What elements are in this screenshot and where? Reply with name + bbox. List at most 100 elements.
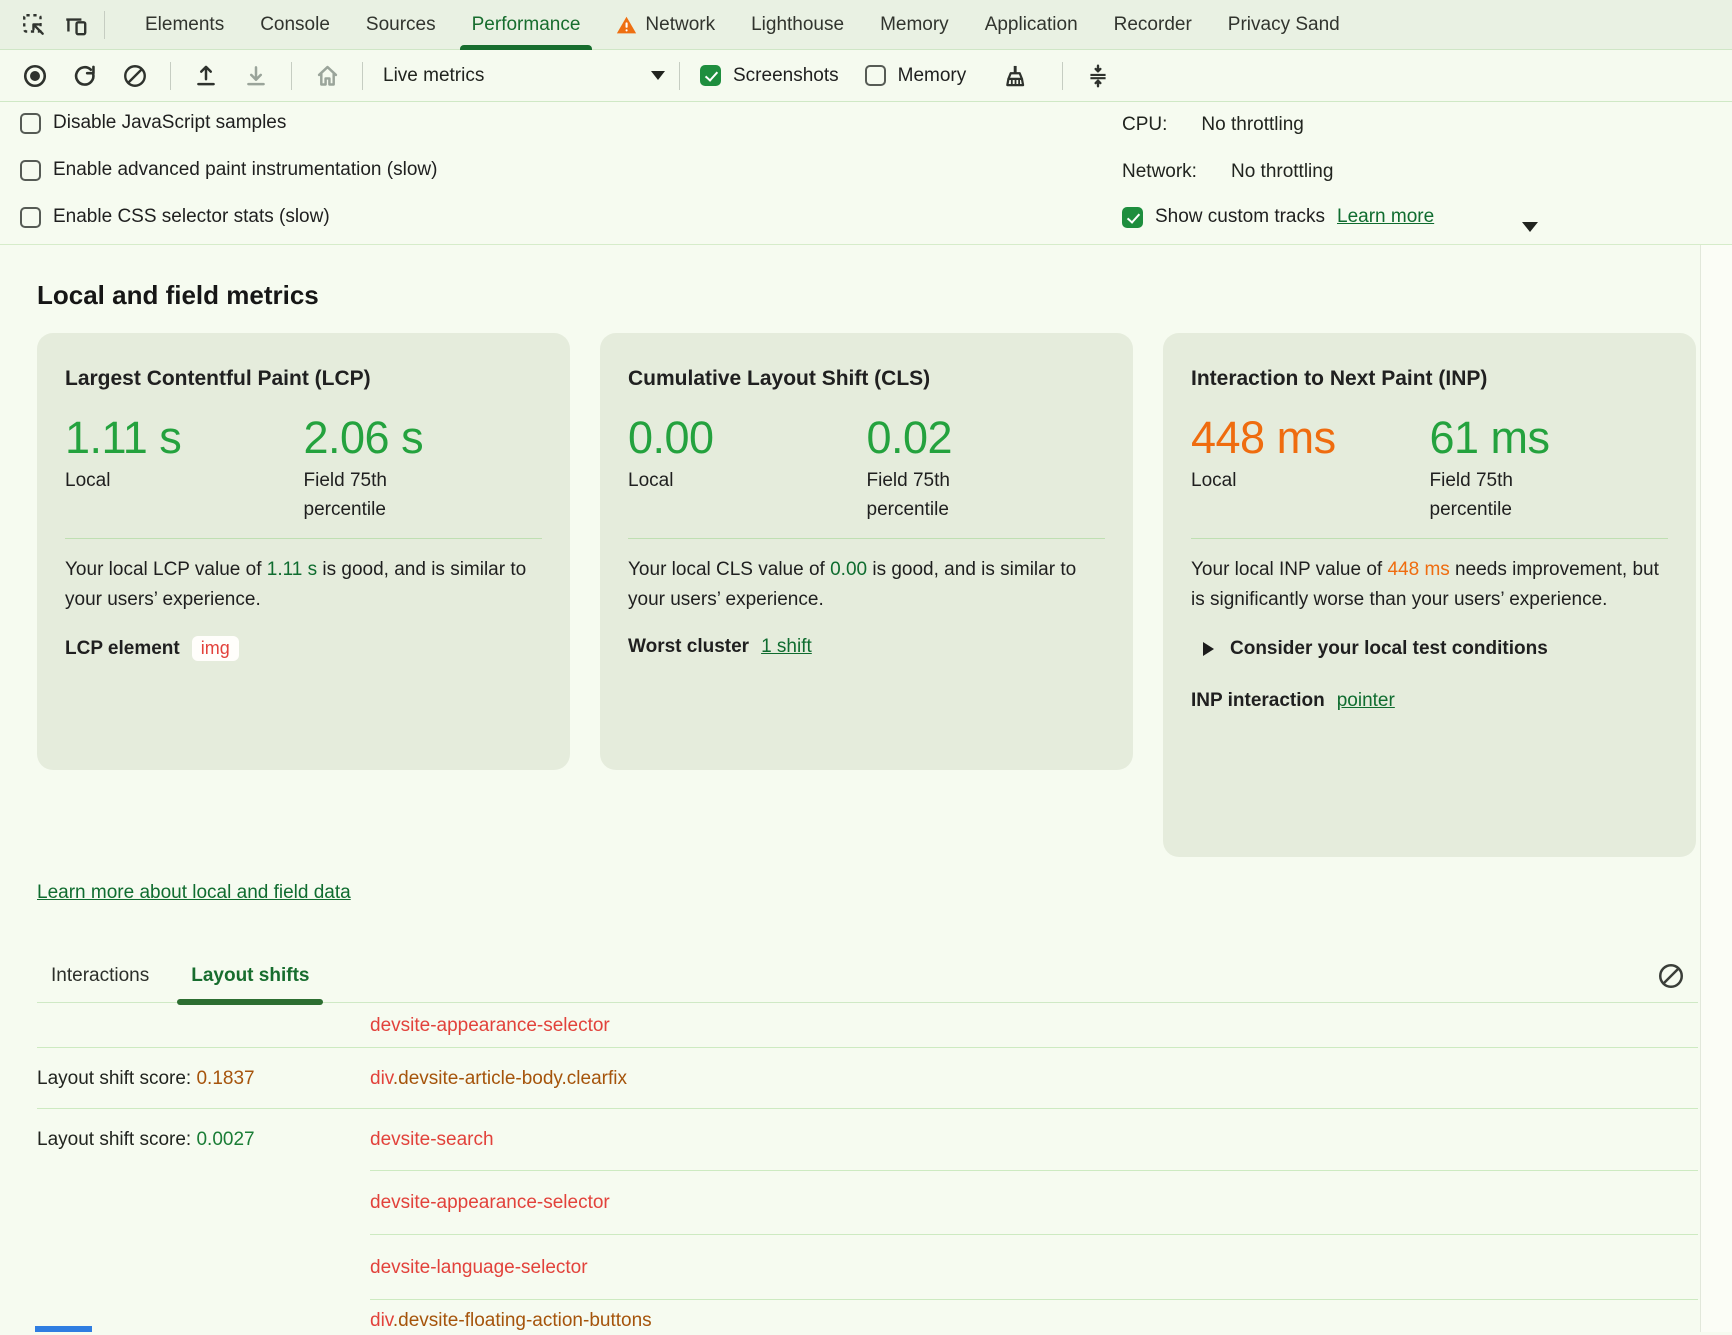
shift-score-value: 0.0027 xyxy=(196,1129,255,1150)
shift-element-link[interactable]: devsite-language-selector xyxy=(370,1256,588,1278)
gc-broom-icon[interactable] xyxy=(998,61,1028,91)
divider xyxy=(628,538,1105,540)
shifts-log-tab-strip: Interactions Layout shifts xyxy=(37,950,1698,1005)
table-row[interactable]: devsite-language-selector xyxy=(0,1235,1732,1300)
cls-description: Your local CLS value of 0.00 is good, an… xyxy=(628,559,1077,610)
divider xyxy=(104,10,105,39)
inp-card-title: Interaction to Next Paint (INP) xyxy=(1191,367,1488,390)
advanced-paint-row[interactable]: Enable advanced paint instrumentation (s… xyxy=(20,159,437,181)
lcp-element-link[interactable]: img xyxy=(191,636,239,662)
local-test-conditions-label: Consider your local test conditions xyxy=(1230,638,1548,660)
divider xyxy=(679,61,680,90)
memory-label: Memory xyxy=(897,64,967,86)
network-throttle-select[interactable]: No throttling xyxy=(1230,161,1334,182)
divider xyxy=(1062,61,1064,90)
lcp-description: Your local LCP value of 1.11 s is good, … xyxy=(65,559,527,610)
tab-privacy-sandbox[interactable]: Privacy Sand xyxy=(1227,13,1340,35)
warning-icon xyxy=(616,15,637,35)
inp-local-value: 448 ms xyxy=(1191,412,1336,463)
inp-local-label: Local xyxy=(1191,470,1237,492)
advanced-paint-label: Enable advanced paint instrumentation (s… xyxy=(53,159,438,180)
screenshots-label: Screenshots xyxy=(733,64,839,86)
metric-cards: Largest Contentful Paint (LCP) 1.11 s Lo… xyxy=(37,333,1696,857)
disable-js-samples-checkbox[interactable] xyxy=(20,112,41,134)
screenshots-checkbox[interactable] xyxy=(700,65,721,86)
custom-tracks-checkbox[interactable] xyxy=(1122,206,1143,228)
shift-element-link[interactable]: div.devsite-floating-action-buttons xyxy=(370,1310,652,1331)
disable-js-samples-row[interactable]: Disable JavaScript samples xyxy=(20,112,286,134)
shift-element-link[interactable]: devsite-search xyxy=(370,1129,494,1150)
table-row[interactable]: Layout shift score: 0.1837 div.devsite-a… xyxy=(0,1048,1732,1109)
screenshots-checkbox-row[interactable]: Screenshots xyxy=(700,65,839,87)
cls-local-label: Local xyxy=(628,470,674,492)
disable-js-samples-label: Disable JavaScript samples xyxy=(53,112,287,133)
view-select-value: Live metrics xyxy=(383,64,485,86)
tab-network[interactable]: Network xyxy=(598,0,733,49)
shift-element-link[interactable]: div.devsite-article-body.clearfix xyxy=(370,1067,627,1089)
tab-layout-shifts[interactable]: Layout shifts xyxy=(177,950,324,1005)
shift-score-value: 0.1837 xyxy=(196,1067,255,1089)
metric-card-lcp: Largest Contentful Paint (LCP) 1.11 s Lo… xyxy=(37,333,570,770)
css-selector-stats-checkbox[interactable] xyxy=(20,206,41,228)
memory-checkbox-row[interactable]: Memory xyxy=(864,64,967,87)
layout-shifts-table: devsite-appearance-selector Layout shift… xyxy=(0,1003,1732,1335)
page-title: Local and field metrics xyxy=(37,280,319,310)
css-selector-stats-row[interactable]: Enable CSS selector stats (slow) xyxy=(20,206,330,228)
metric-card-inp: Interaction to Next Paint (INP) 448 ms L… xyxy=(1163,333,1696,857)
custom-tracks-label: Show custom tracks xyxy=(1155,206,1325,227)
worst-cluster-link[interactable]: 1 shift xyxy=(761,636,812,658)
shift-element-link[interactable]: devsite-appearance-selector xyxy=(370,1192,610,1213)
tab-application[interactable]: Application xyxy=(984,13,1078,35)
worst-cluster-label: Worst cluster xyxy=(628,636,750,658)
clear-log-icon[interactable] xyxy=(1656,961,1686,991)
disclosure-triangle-icon xyxy=(1203,642,1214,657)
learn-more-local-field-link[interactable]: Learn more about local and field data xyxy=(37,882,351,903)
capture-settings: Disable JavaScript samples Enable advanc… xyxy=(0,102,1732,279)
inp-field-value: 61 ms xyxy=(1429,412,1551,463)
divider xyxy=(362,61,363,90)
tab-interactions[interactable]: Interactions xyxy=(51,965,150,986)
cpu-throttle-row: CPU: No throttling xyxy=(1122,114,1304,136)
memory-checkbox[interactable] xyxy=(864,65,886,86)
tab-sources[interactable]: Sources xyxy=(365,13,436,35)
local-test-conditions-disclosure[interactable]: Consider your local test conditions xyxy=(1203,638,1668,660)
cls-card-title: Cumulative Layout Shift (CLS) xyxy=(628,367,931,390)
tab-recorder[interactable]: Recorder xyxy=(1113,13,1192,35)
inp-field-label: Field 75th percentile xyxy=(1429,470,1513,520)
table-row[interactable]: Layout shift score: 0.0027 devsite-searc… xyxy=(0,1109,1732,1171)
tab-memory[interactable]: Memory xyxy=(880,13,949,35)
reload-record-icon[interactable] xyxy=(70,61,100,91)
scrollbar-gutter[interactable] xyxy=(1700,245,1732,1332)
custom-tracks-row[interactable]: Show custom tracks Learn more xyxy=(1122,206,1434,228)
device-toolbar-icon[interactable] xyxy=(62,11,90,39)
table-row[interactable]: div.devsite-floating-action-buttons xyxy=(0,1300,1732,1335)
collapse-tracks-icon[interactable] xyxy=(1083,61,1113,91)
lcp-local-label: Local xyxy=(65,470,111,492)
css-selector-stats-label: Enable CSS selector stats (slow) xyxy=(53,206,330,227)
cpu-throttle-select[interactable]: No throttling xyxy=(1201,114,1304,135)
table-row[interactable]: devsite-appearance-selector xyxy=(0,1003,1732,1048)
record-icon[interactable] xyxy=(20,61,50,91)
lcp-field-value: 2.06 s xyxy=(303,412,424,463)
upload-profile-icon[interactable] xyxy=(191,61,221,91)
tab-lighthouse[interactable]: Lighthouse xyxy=(751,13,845,35)
download-profile-icon[interactable] xyxy=(241,61,271,91)
clear-icon[interactable] xyxy=(120,61,150,91)
table-row[interactable]: devsite-appearance-selector xyxy=(0,1171,1732,1235)
inp-interaction-link[interactable]: pointer xyxy=(1336,690,1395,712)
divider xyxy=(1191,538,1668,540)
inspect-element-icon[interactable] xyxy=(20,11,48,39)
home-icon[interactable] xyxy=(312,61,342,91)
custom-tracks-learn-more-link[interactable]: Learn more xyxy=(1337,206,1435,227)
inp-interaction-label: INP interaction xyxy=(1191,690,1325,712)
network-label: Network: xyxy=(1122,161,1197,182)
advanced-paint-checkbox[interactable] xyxy=(20,159,41,181)
tab-console[interactable]: Console xyxy=(260,13,330,35)
tab-performance[interactable]: Performance xyxy=(454,0,599,50)
cpu-select-caret-icon[interactable] xyxy=(1522,222,1538,232)
divider xyxy=(170,61,171,90)
view-select[interactable]: Live metrics xyxy=(383,50,665,101)
chevron-down-icon xyxy=(651,71,665,80)
tab-elements[interactable]: Elements xyxy=(145,13,225,35)
shift-element-link[interactable]: devsite-appearance-selector xyxy=(370,1014,610,1036)
